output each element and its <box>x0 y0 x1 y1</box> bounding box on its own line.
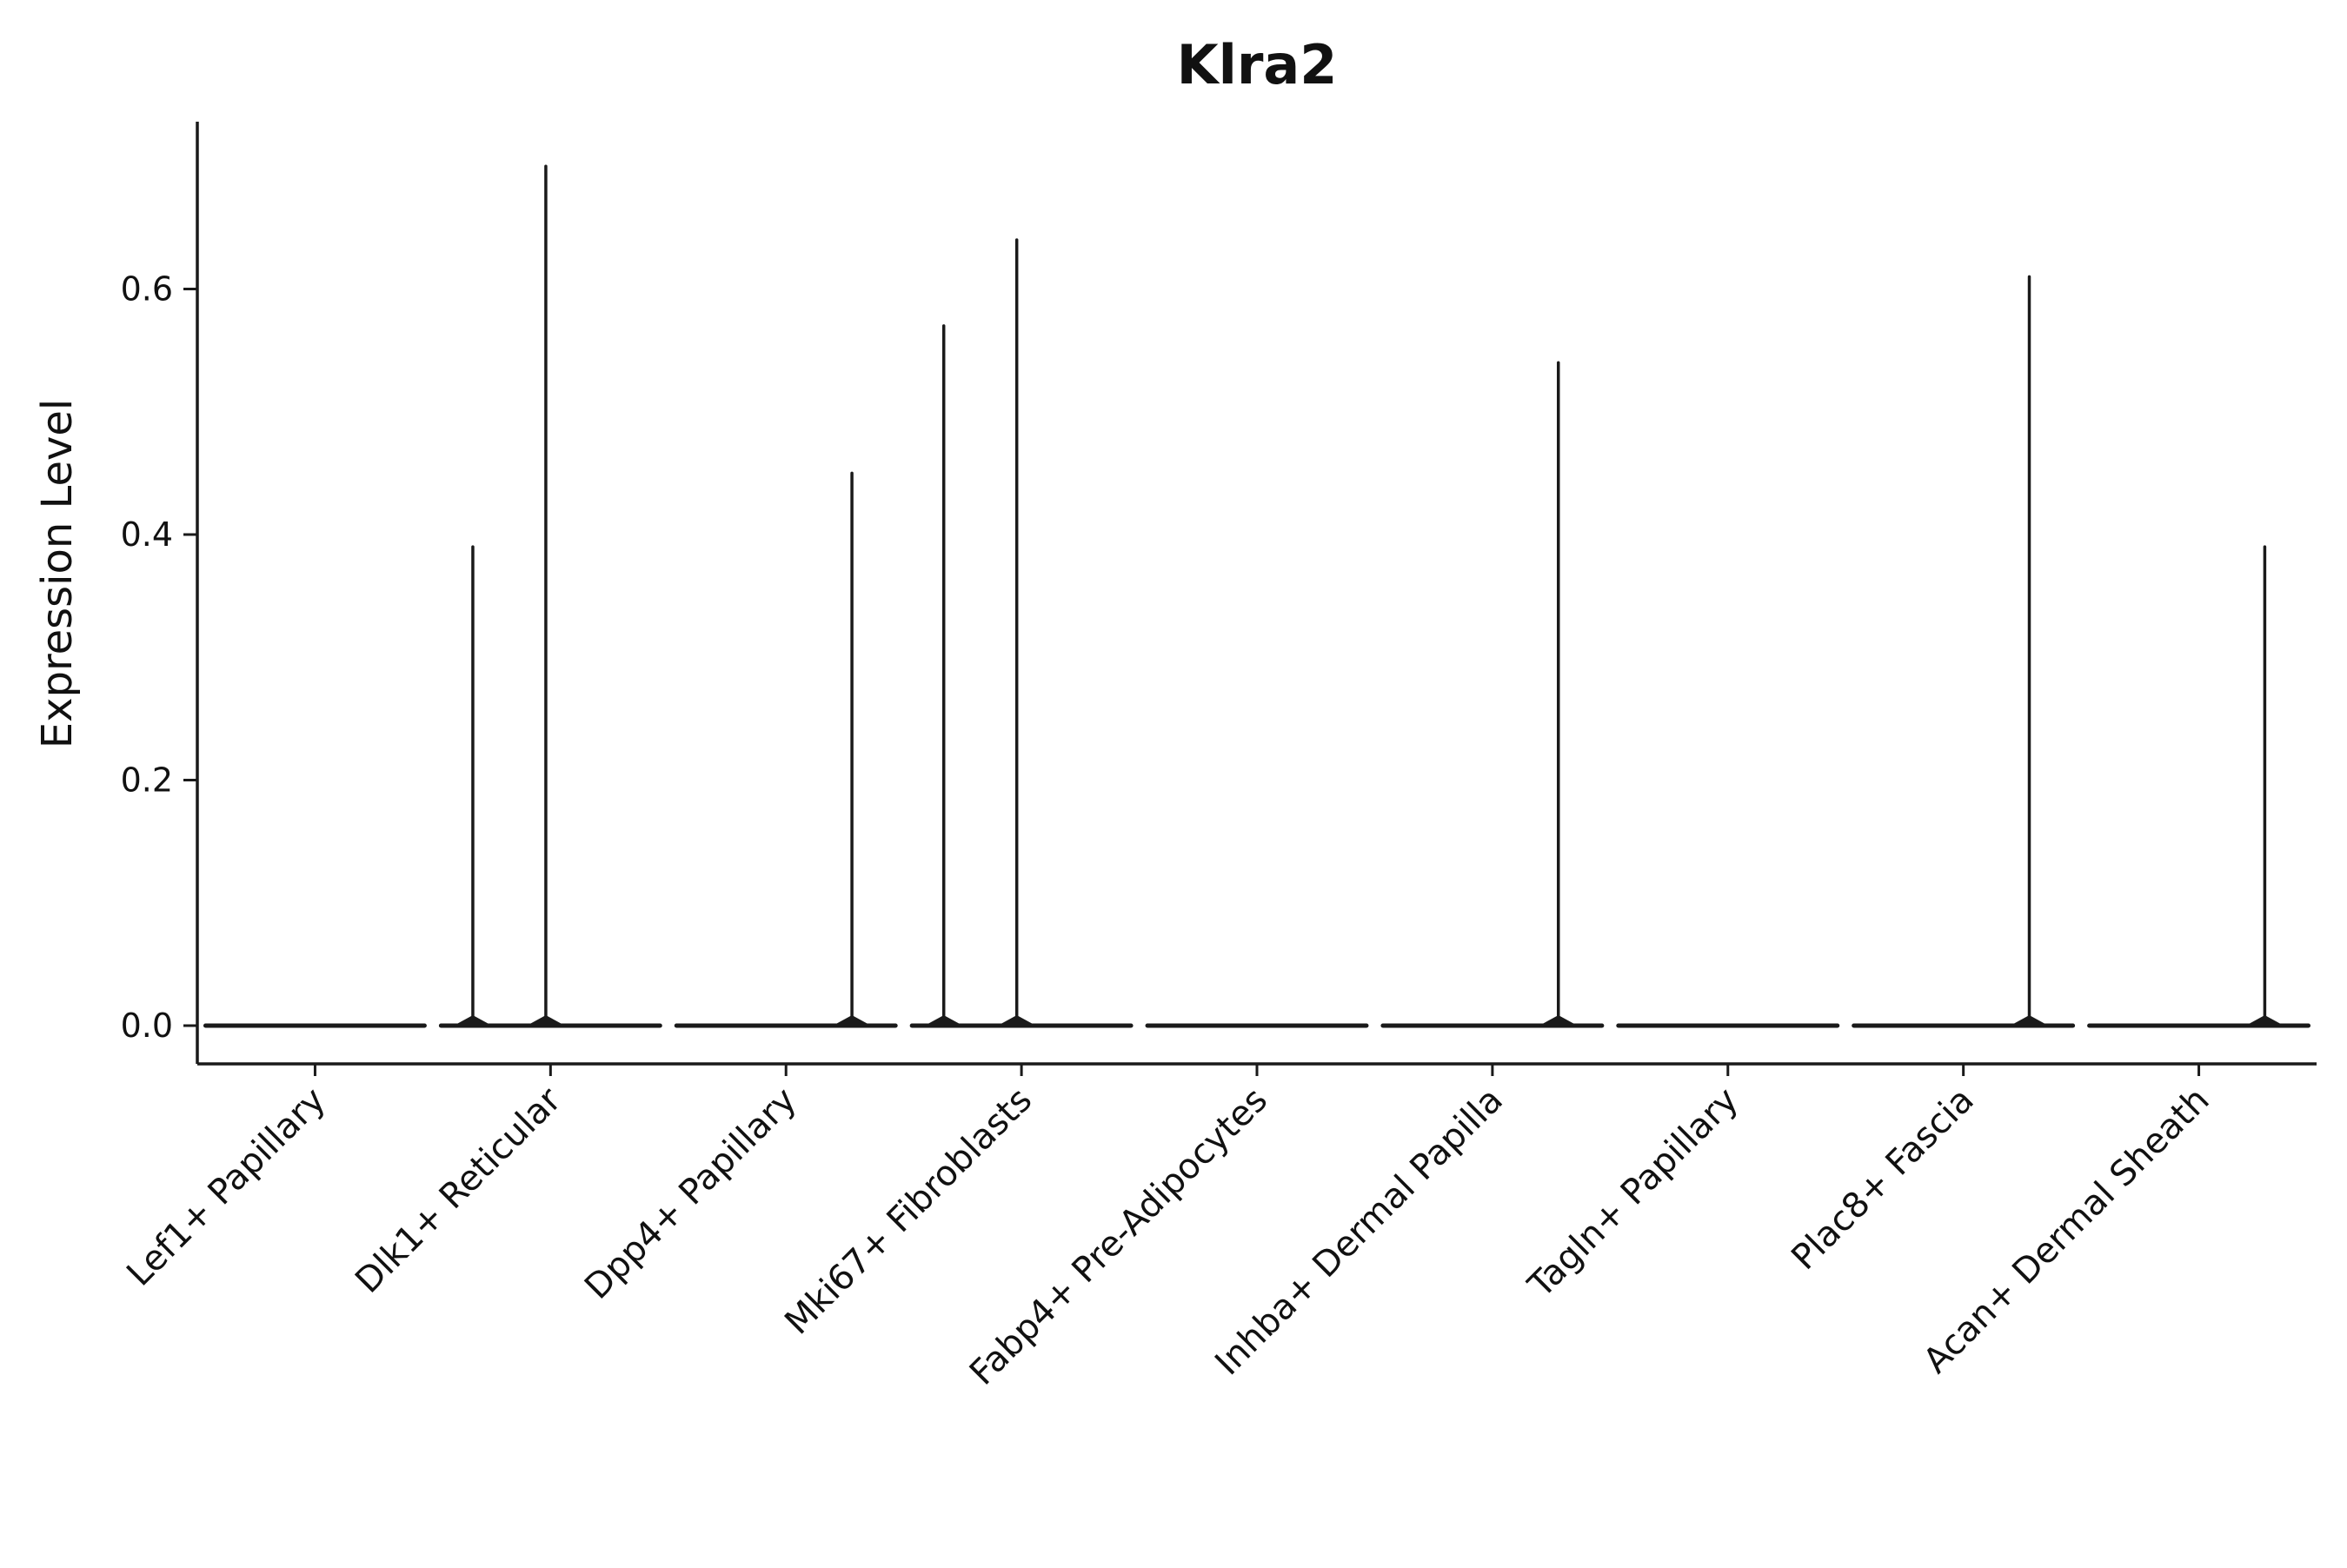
y-axis-label: Expression Level <box>33 399 82 749</box>
y-tick-label: 0.0 <box>121 1007 173 1045</box>
plot-title: Klra2 <box>1177 33 1338 96</box>
axes-layer <box>183 122 2317 1076</box>
violin-layer <box>203 164 2311 1028</box>
y-tick-label: 0.4 <box>121 515 173 554</box>
y-tick-label: 0.6 <box>121 270 173 309</box>
y-tick-label: 0.2 <box>121 761 173 800</box>
